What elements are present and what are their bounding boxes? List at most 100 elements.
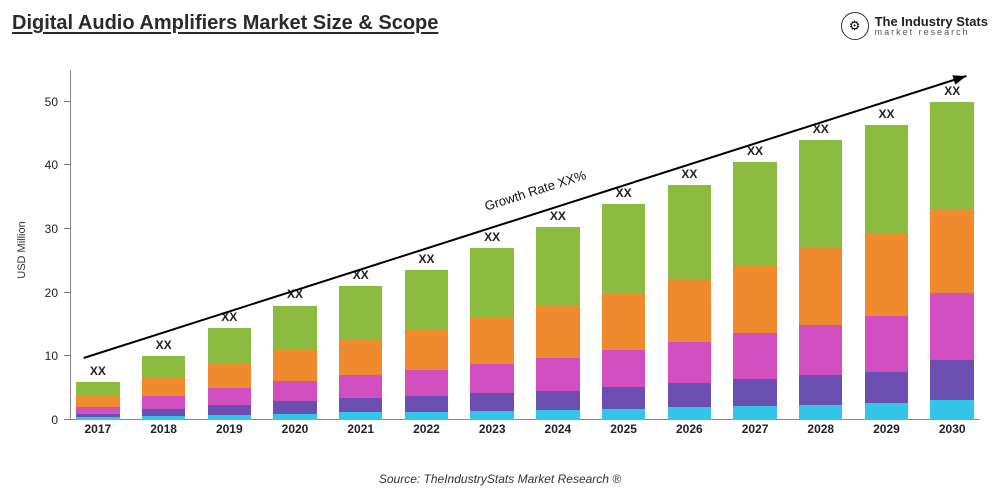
bar-column: XX: [596, 70, 652, 420]
bar: [930, 70, 973, 420]
bar-segment: [602, 387, 645, 409]
x-tick-label: 2028: [793, 422, 849, 440]
bar-segment: [602, 350, 645, 387]
bar-segment: [930, 360, 973, 399]
bar-segment: [799, 405, 842, 420]
header: Digital Audio Amplifiers Market Size & S…: [12, 12, 988, 40]
bar-segment: [668, 280, 711, 342]
bar-segment: [470, 248, 513, 318]
bar-segment: [865, 403, 908, 420]
bar-segment: [273, 350, 316, 381]
bar-segment: [799, 248, 842, 324]
bar-segment: [536, 391, 579, 410]
bar-segment: [470, 364, 513, 393]
bar-segment: [536, 306, 579, 358]
bar-segment: [339, 412, 382, 420]
bar-column: XX: [267, 70, 323, 420]
bar-segment: [668, 383, 711, 407]
bar-segment: [930, 400, 973, 420]
bar-segment: [273, 401, 316, 414]
bar-segment: [273, 306, 316, 351]
bar-segment: [733, 265, 776, 334]
bar-segment: [405, 270, 448, 330]
bar: [470, 70, 513, 420]
bar-segment: [733, 162, 776, 265]
bar-column: XX: [333, 70, 389, 420]
source-caption: Source: TheIndustryStats Market Research…: [0, 472, 1000, 486]
bars: XXXXXXXXXXXXXXXXXXXXXXXXXXXX: [70, 70, 980, 420]
bar-segment: [142, 356, 185, 378]
x-labels: 2017201820192020202120222023202420252026…: [70, 422, 980, 440]
bar-segment: [602, 409, 645, 420]
bar-segment: [470, 411, 513, 420]
bar-segment: [470, 318, 513, 364]
bar-top-label: XX: [878, 107, 894, 121]
bar-segment: [865, 316, 908, 372]
bar-segment: [536, 358, 579, 391]
bar-segment: [339, 398, 382, 412]
bar: [668, 70, 711, 420]
logo-sub: market research: [875, 28, 988, 37]
container: Digital Audio Amplifiers Market Size & S…: [0, 0, 1000, 500]
bar-segment: [208, 364, 251, 388]
bar-segment: [668, 342, 711, 383]
bar-column: XX: [201, 70, 257, 420]
x-tick-label: 2022: [399, 422, 455, 440]
bar-column: XX: [464, 70, 520, 420]
bar-segment: [799, 140, 842, 248]
bar-segment: [339, 375, 382, 398]
bar-top-label: XX: [90, 364, 106, 378]
bar-segment: [799, 325, 842, 376]
y-tick-label: 0: [51, 413, 58, 427]
bar-segment: [405, 370, 448, 395]
x-tick-label: 2027: [727, 422, 783, 440]
bar-column: XX: [136, 70, 192, 420]
bar-top-label: XX: [747, 144, 763, 158]
bar-segment: [273, 414, 316, 420]
bar: [865, 70, 908, 420]
bar-segment: [208, 405, 251, 415]
x-tick-label: 2024: [530, 422, 586, 440]
bar-segment: [470, 393, 513, 411]
x-tick-label: 2023: [464, 422, 520, 440]
bar-segment: [208, 415, 251, 420]
bar-segment: [76, 382, 119, 396]
bar-segment: [339, 340, 382, 376]
bar-top-label: XX: [616, 186, 632, 200]
y-tick-label: 10: [45, 349, 58, 363]
bar-top-label: XX: [813, 122, 829, 136]
x-tick-label: 2019: [201, 422, 257, 440]
bar-column: XX: [70, 70, 126, 420]
bar-segment: [733, 406, 776, 420]
bar-segment: [602, 293, 645, 350]
bar-column: XX: [661, 70, 717, 420]
bar-segment: [208, 388, 251, 405]
bar-segment: [405, 330, 448, 371]
bar-segment: [76, 396, 119, 407]
bar-segment: [536, 227, 579, 306]
bar-segment: [799, 375, 842, 404]
bar-segment: [930, 102, 973, 210]
x-tick-label: 2017: [70, 422, 126, 440]
y-tick-label: 20: [45, 286, 58, 300]
bar-top-label: XX: [353, 268, 369, 282]
bar-segment: [602, 204, 645, 293]
x-tick-label: 2030: [924, 422, 980, 440]
bar-top-label: XX: [944, 84, 960, 98]
bar-segment: [865, 233, 908, 316]
bar-segment: [339, 286, 382, 339]
bar: [142, 70, 185, 420]
bar-segment: [668, 185, 711, 280]
y-tick-label: 40: [45, 158, 58, 172]
bar-segment: [273, 381, 316, 401]
bar: [405, 70, 448, 420]
bar-segment: [733, 379, 776, 406]
bar-top-label: XX: [156, 338, 172, 352]
bar-top-label: XX: [484, 230, 500, 244]
bar-segment: [142, 409, 185, 417]
brand-logo: ⚙ The Industry Stats market research: [841, 12, 988, 40]
bar: [208, 70, 251, 420]
bar: [273, 70, 316, 420]
bar-segment: [930, 210, 973, 293]
bar-segment: [405, 412, 448, 420]
